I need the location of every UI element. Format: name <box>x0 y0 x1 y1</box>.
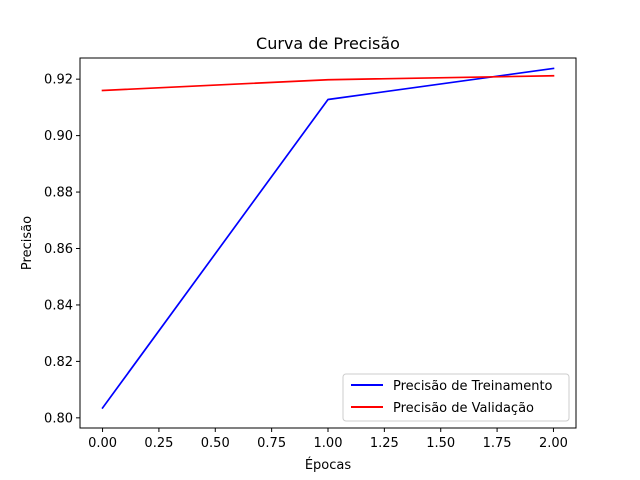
y-tick-label: 0.82 <box>44 355 73 370</box>
x-tick-label: 1.00 <box>314 436 343 451</box>
chart-title: Curva de Precisão <box>256 34 400 53</box>
x-tick-label: 1.75 <box>483 436 512 451</box>
x-tick-label: 0.25 <box>144 436 173 451</box>
x-tick-label: 0.75 <box>257 436 286 451</box>
y-tick-label: 0.84 <box>44 298 73 313</box>
x-axis-title: Épocas <box>305 457 352 473</box>
legend: Precisão de Treinamento Precisão de Vali… <box>342 373 570 422</box>
x-axis: 0.00 0.25 0.50 0.75 1.00 1.25 1.50 1.75 2.00 <box>88 428 568 451</box>
x-tick-label: 1.50 <box>426 436 455 451</box>
y-tick-label: 0.80 <box>44 411 73 426</box>
x-tick-label: 0.50 <box>201 436 230 451</box>
y-tick-label: 0.86 <box>44 242 73 257</box>
y-axis-title: Precisão <box>20 216 35 270</box>
y-tick-label: 0.92 <box>44 73 73 88</box>
series-layer <box>101 67 555 410</box>
legend-label-validation: Precisão de Validação <box>393 401 534 416</box>
legend-box <box>342 373 570 422</box>
legend-label-train: Precisão de Treinamento <box>393 379 553 394</box>
y-tick-label: 0.90 <box>44 129 73 144</box>
x-tick-label: 1.25 <box>370 436 399 451</box>
x-tick-label: 2.00 <box>539 436 568 451</box>
y-axis: 0.80 0.82 0.84 0.86 0.88 0.90 0.92 <box>44 73 80 426</box>
y-tick-label: 0.88 <box>44 186 73 201</box>
series-line-validation <box>101 74 555 92</box>
x-tick-label: 0.00 <box>88 436 117 451</box>
series-line-train <box>101 67 555 410</box>
